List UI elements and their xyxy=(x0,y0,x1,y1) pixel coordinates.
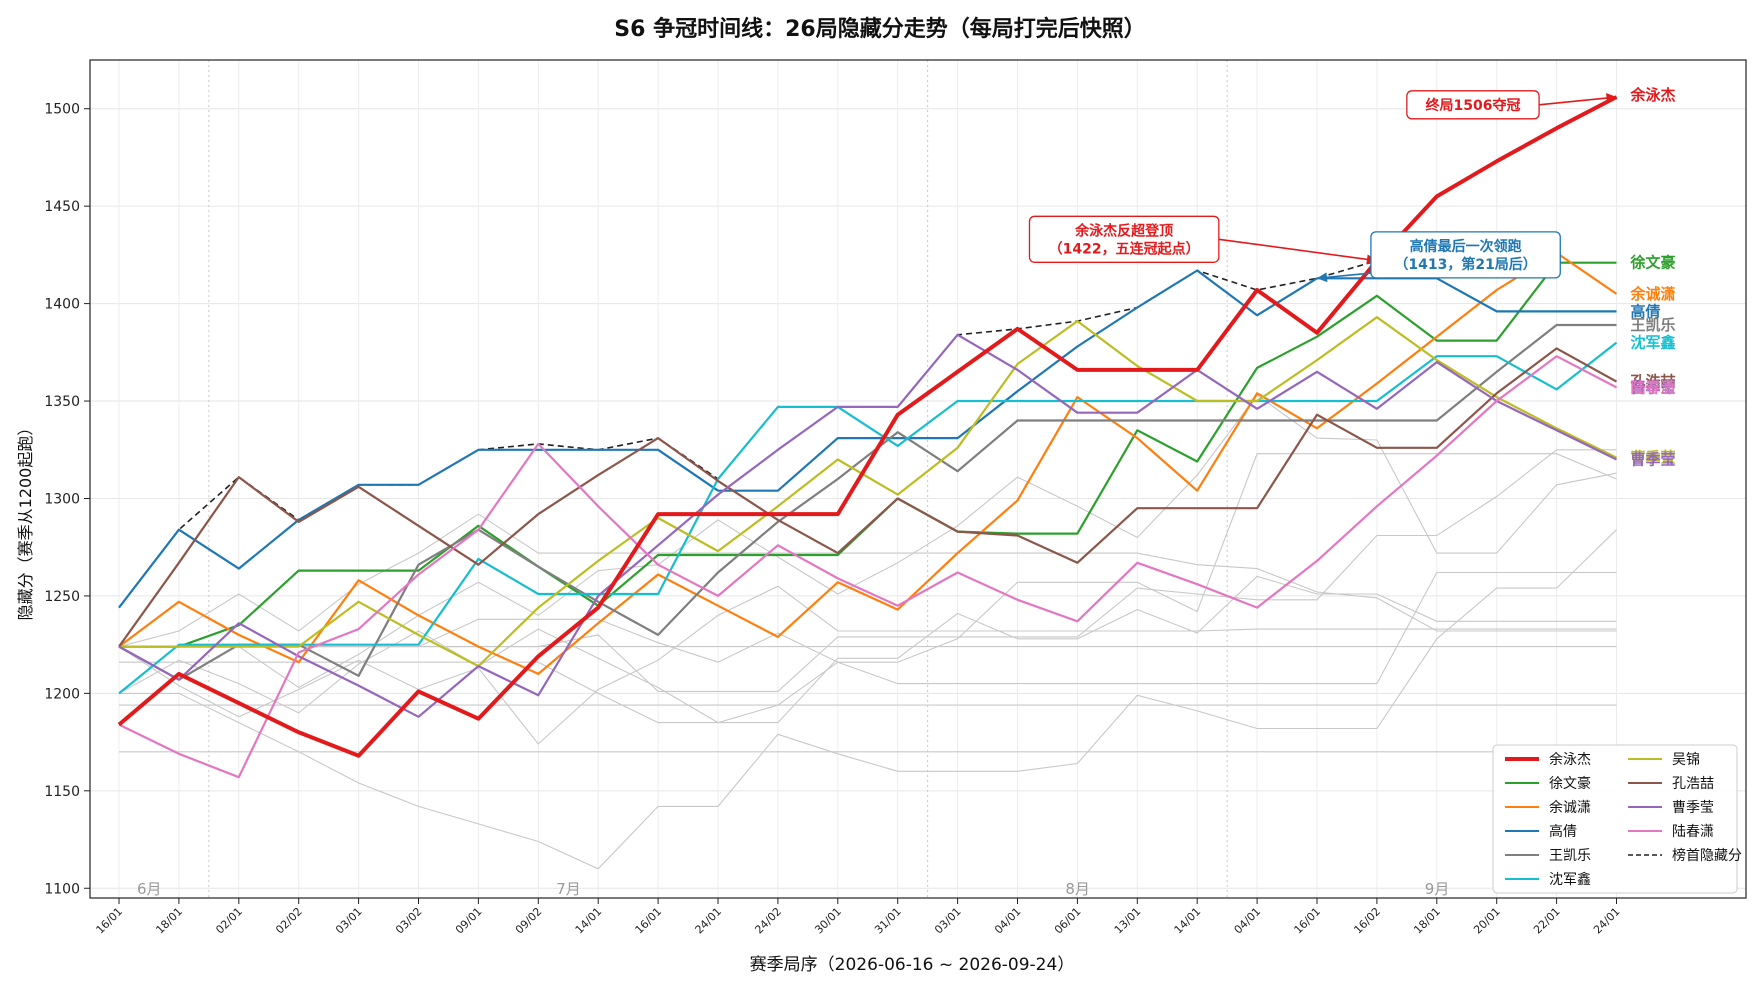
month-label: 6月 xyxy=(137,880,162,898)
legend-label: 吴锦 xyxy=(1672,751,1700,768)
x-tick-label: 22/01 xyxy=(1531,905,1563,937)
annotation-arrow xyxy=(1539,96,1617,106)
series-line-王凯乐 xyxy=(118,323,1617,681)
x-tick-label: 14/01 xyxy=(573,905,605,937)
x-tick-label: 03/01 xyxy=(333,905,365,937)
y-tick-label: 1400 xyxy=(44,297,80,313)
legend-box xyxy=(1492,744,1738,894)
legend-label: 余诚潇 xyxy=(1549,799,1591,816)
end-label: 孔浩喆 xyxy=(1631,373,1676,391)
annotation-text: （1413，第21局后） xyxy=(1394,256,1536,273)
x-tick-label: 16/01 xyxy=(1292,905,1324,937)
annotation-box xyxy=(1028,215,1220,263)
x-tick-label: 16/02 xyxy=(1351,905,1383,937)
background-player-line xyxy=(119,575,1617,724)
series-line-沈军鑫 xyxy=(118,341,1618,695)
series-line-陆春潇 xyxy=(118,355,1618,779)
chart-title: S6 争冠时间线：26局隐藏分走势（每局打完后快照） xyxy=(614,16,1145,42)
legend-label: 孔浩喆 xyxy=(1672,776,1714,792)
month-label: 7月 xyxy=(556,880,581,898)
x-tick-label: 24/02 xyxy=(752,905,784,937)
x-tick-label: 31/01 xyxy=(872,905,904,937)
x-tick-label: 24/01 xyxy=(693,905,725,937)
x-tick-label: 09/02 xyxy=(513,905,545,937)
background-player-line xyxy=(119,449,1617,692)
background-player-line xyxy=(119,529,1617,870)
end-label: 曹季莹 xyxy=(1631,451,1676,469)
legend-label: 陆春潇 xyxy=(1672,824,1714,840)
end-label: 陆春潇 xyxy=(1631,378,1676,396)
series-line-吴锦 xyxy=(119,316,1617,668)
plot-area: 1100 1150 1200 1250 1300 1350 1400 1450 1500 16/0… xyxy=(44,59,1747,937)
end-label: 曹季莹 xyxy=(1631,449,1676,467)
month-label: 8月 xyxy=(1065,880,1090,898)
series-line-余诚潇 xyxy=(118,251,1618,675)
y-tick-label: 1250 xyxy=(44,589,80,605)
annotation-text: 高倩最后一次领跑 xyxy=(1410,238,1522,255)
end-label: 沈军鑫 xyxy=(1631,334,1676,352)
end-label: 徐文豪 xyxy=(1630,254,1676,272)
y-axis-label: 隐藏分（赛季从1200起跑） xyxy=(16,420,35,621)
end-label: 余诚潇 xyxy=(1630,285,1676,303)
end-label: 曹季莹 xyxy=(1631,378,1676,396)
legend-label: 榜首隐藏分 xyxy=(1672,847,1742,864)
x-tick-label: 13/01 xyxy=(1112,905,1144,937)
x-tick-label: 02/01 xyxy=(213,905,245,937)
legend-label: 余泳杰 xyxy=(1549,751,1591,768)
x-tick-label: 14/01 xyxy=(1172,905,1204,937)
x-tick-label: 03/01 xyxy=(932,905,964,937)
y-tick-label: 1450 xyxy=(44,199,80,215)
legend-label: 曹季莹 xyxy=(1672,800,1714,816)
background-player-line xyxy=(118,513,1617,648)
annotation-box xyxy=(1370,231,1561,279)
annotation-arrowhead xyxy=(1317,272,1328,283)
month-label: 9月 xyxy=(1425,880,1450,898)
x-axis-label: 赛季局序（2026-06-16 ~ 2026-09-24） xyxy=(750,954,1075,975)
annotation-arrowhead xyxy=(1606,93,1617,104)
end-label: 余泳杰 xyxy=(1630,86,1676,104)
series-line-曹季莹 xyxy=(118,333,1617,718)
x-tick-label: 09/01 xyxy=(453,905,485,937)
annotation-text: 余泳杰反超登顶 xyxy=(1074,222,1173,239)
y-tick-label: 1500 xyxy=(44,102,80,118)
end-label: 王凯乐 xyxy=(1631,316,1676,334)
annotation-arrow xyxy=(1218,238,1378,262)
y-tick-label: 1300 xyxy=(44,491,80,507)
legend-label: 王凯乐 xyxy=(1549,848,1591,864)
x-tick-label: 04/01 xyxy=(992,905,1024,937)
series-line-高倩 xyxy=(118,269,1617,609)
legend-label: 徐文豪 xyxy=(1549,776,1591,792)
plot-frame xyxy=(89,59,1747,899)
x-tick-label: 02/02 xyxy=(273,905,305,937)
series-line-孔浩喆 xyxy=(118,347,1618,648)
background-player-line xyxy=(119,394,1617,689)
end-label: 高倩 xyxy=(1631,302,1661,320)
x-tick-label: 18/01 xyxy=(1411,905,1443,937)
background-player-line xyxy=(118,585,1617,745)
x-tick-label: 06/01 xyxy=(1052,905,1084,937)
x-tick-label: 16/01 xyxy=(94,905,126,937)
y-tick-label: 1200 xyxy=(44,686,80,702)
x-tick-label: 04/01 xyxy=(1232,905,1264,937)
y-tick-label: 1150 xyxy=(44,784,80,800)
x-tick-label: 03/02 xyxy=(393,905,425,937)
x-tick-label: 18/01 xyxy=(153,905,185,937)
x-tick-label: 30/01 xyxy=(812,905,844,937)
annotation-text: 终局1506夺冠 xyxy=(1425,97,1520,114)
x-tick-label: 20/01 xyxy=(1471,905,1503,937)
legend-label: 沈军鑫 xyxy=(1549,871,1591,888)
y-tick-label: 1100 xyxy=(44,881,80,897)
y-tick-label: 1350 xyxy=(44,394,80,410)
annotation-text: （1422，五连冠起点） xyxy=(1049,240,1200,257)
annotation-box xyxy=(1406,90,1540,120)
legend-label: 高倩 xyxy=(1549,823,1577,840)
x-tick-label: 16/01 xyxy=(633,905,665,937)
x-tick-label: 24/01 xyxy=(1591,905,1623,937)
